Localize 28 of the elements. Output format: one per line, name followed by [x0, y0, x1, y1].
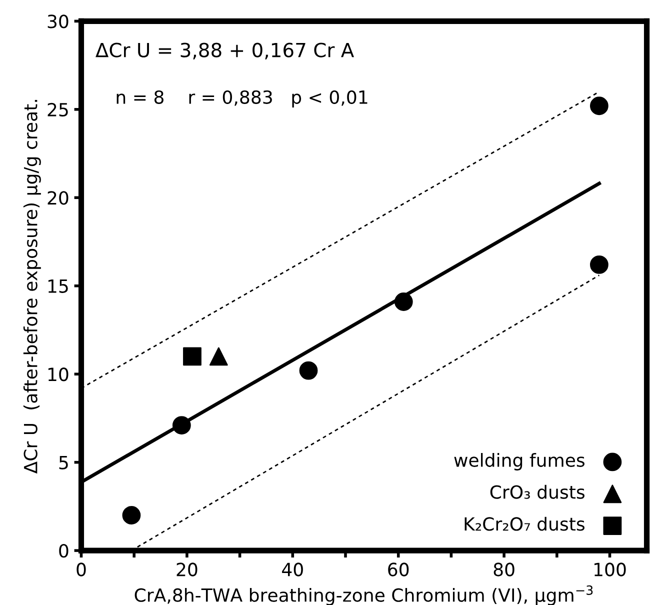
- legend-label: welding fumes: [454, 452, 584, 470]
- legend-label: K₂Cr₂O₇ dusts: [464, 516, 584, 531]
- point: [209, 347, 228, 366]
- point: [299, 361, 318, 380]
- point: [122, 506, 141, 524]
- point: [183, 347, 202, 366]
- point: [394, 292, 413, 311]
- x-tick-label: 100: [594, 562, 626, 576]
- x-tick-label: 20: [176, 562, 198, 576]
- point: [590, 255, 608, 274]
- legend-label: CrO₃ dusts: [490, 484, 584, 499]
- y-tick-label: 5: [59, 456, 68, 470]
- y-tick-label: 10: [48, 368, 68, 382]
- x-tick-label: 80: [494, 562, 514, 576]
- x-tick-label: 40: [282, 562, 303, 576]
- y-tick-label: 0: [59, 544, 68, 558]
- y-axis-title: ΔCr U (after-before exposure) µg/g creat.: [23, 100, 41, 474]
- y-tick-label: 30: [48, 14, 68, 28]
- point: [172, 416, 191, 434]
- x-axis-title: CrA,8h-TWA breathing-zone Chromium (VI), µgm$^{−3}$: [134, 585, 593, 605]
- point: [590, 96, 608, 116]
- y-tick-label: 20: [48, 191, 68, 205]
- y-tick-label: 15: [48, 280, 68, 293]
- x-tick-label: 0: [76, 562, 86, 576]
- annotation: ΔCr U = 3,88 + 0,167 Cr A: [96, 42, 354, 60]
- y-tick-label: 25: [48, 102, 68, 117]
- annotation: n = 8 r = 0,883 p < 0,01: [116, 90, 368, 108]
- x-tick-label: 60: [388, 562, 409, 576]
